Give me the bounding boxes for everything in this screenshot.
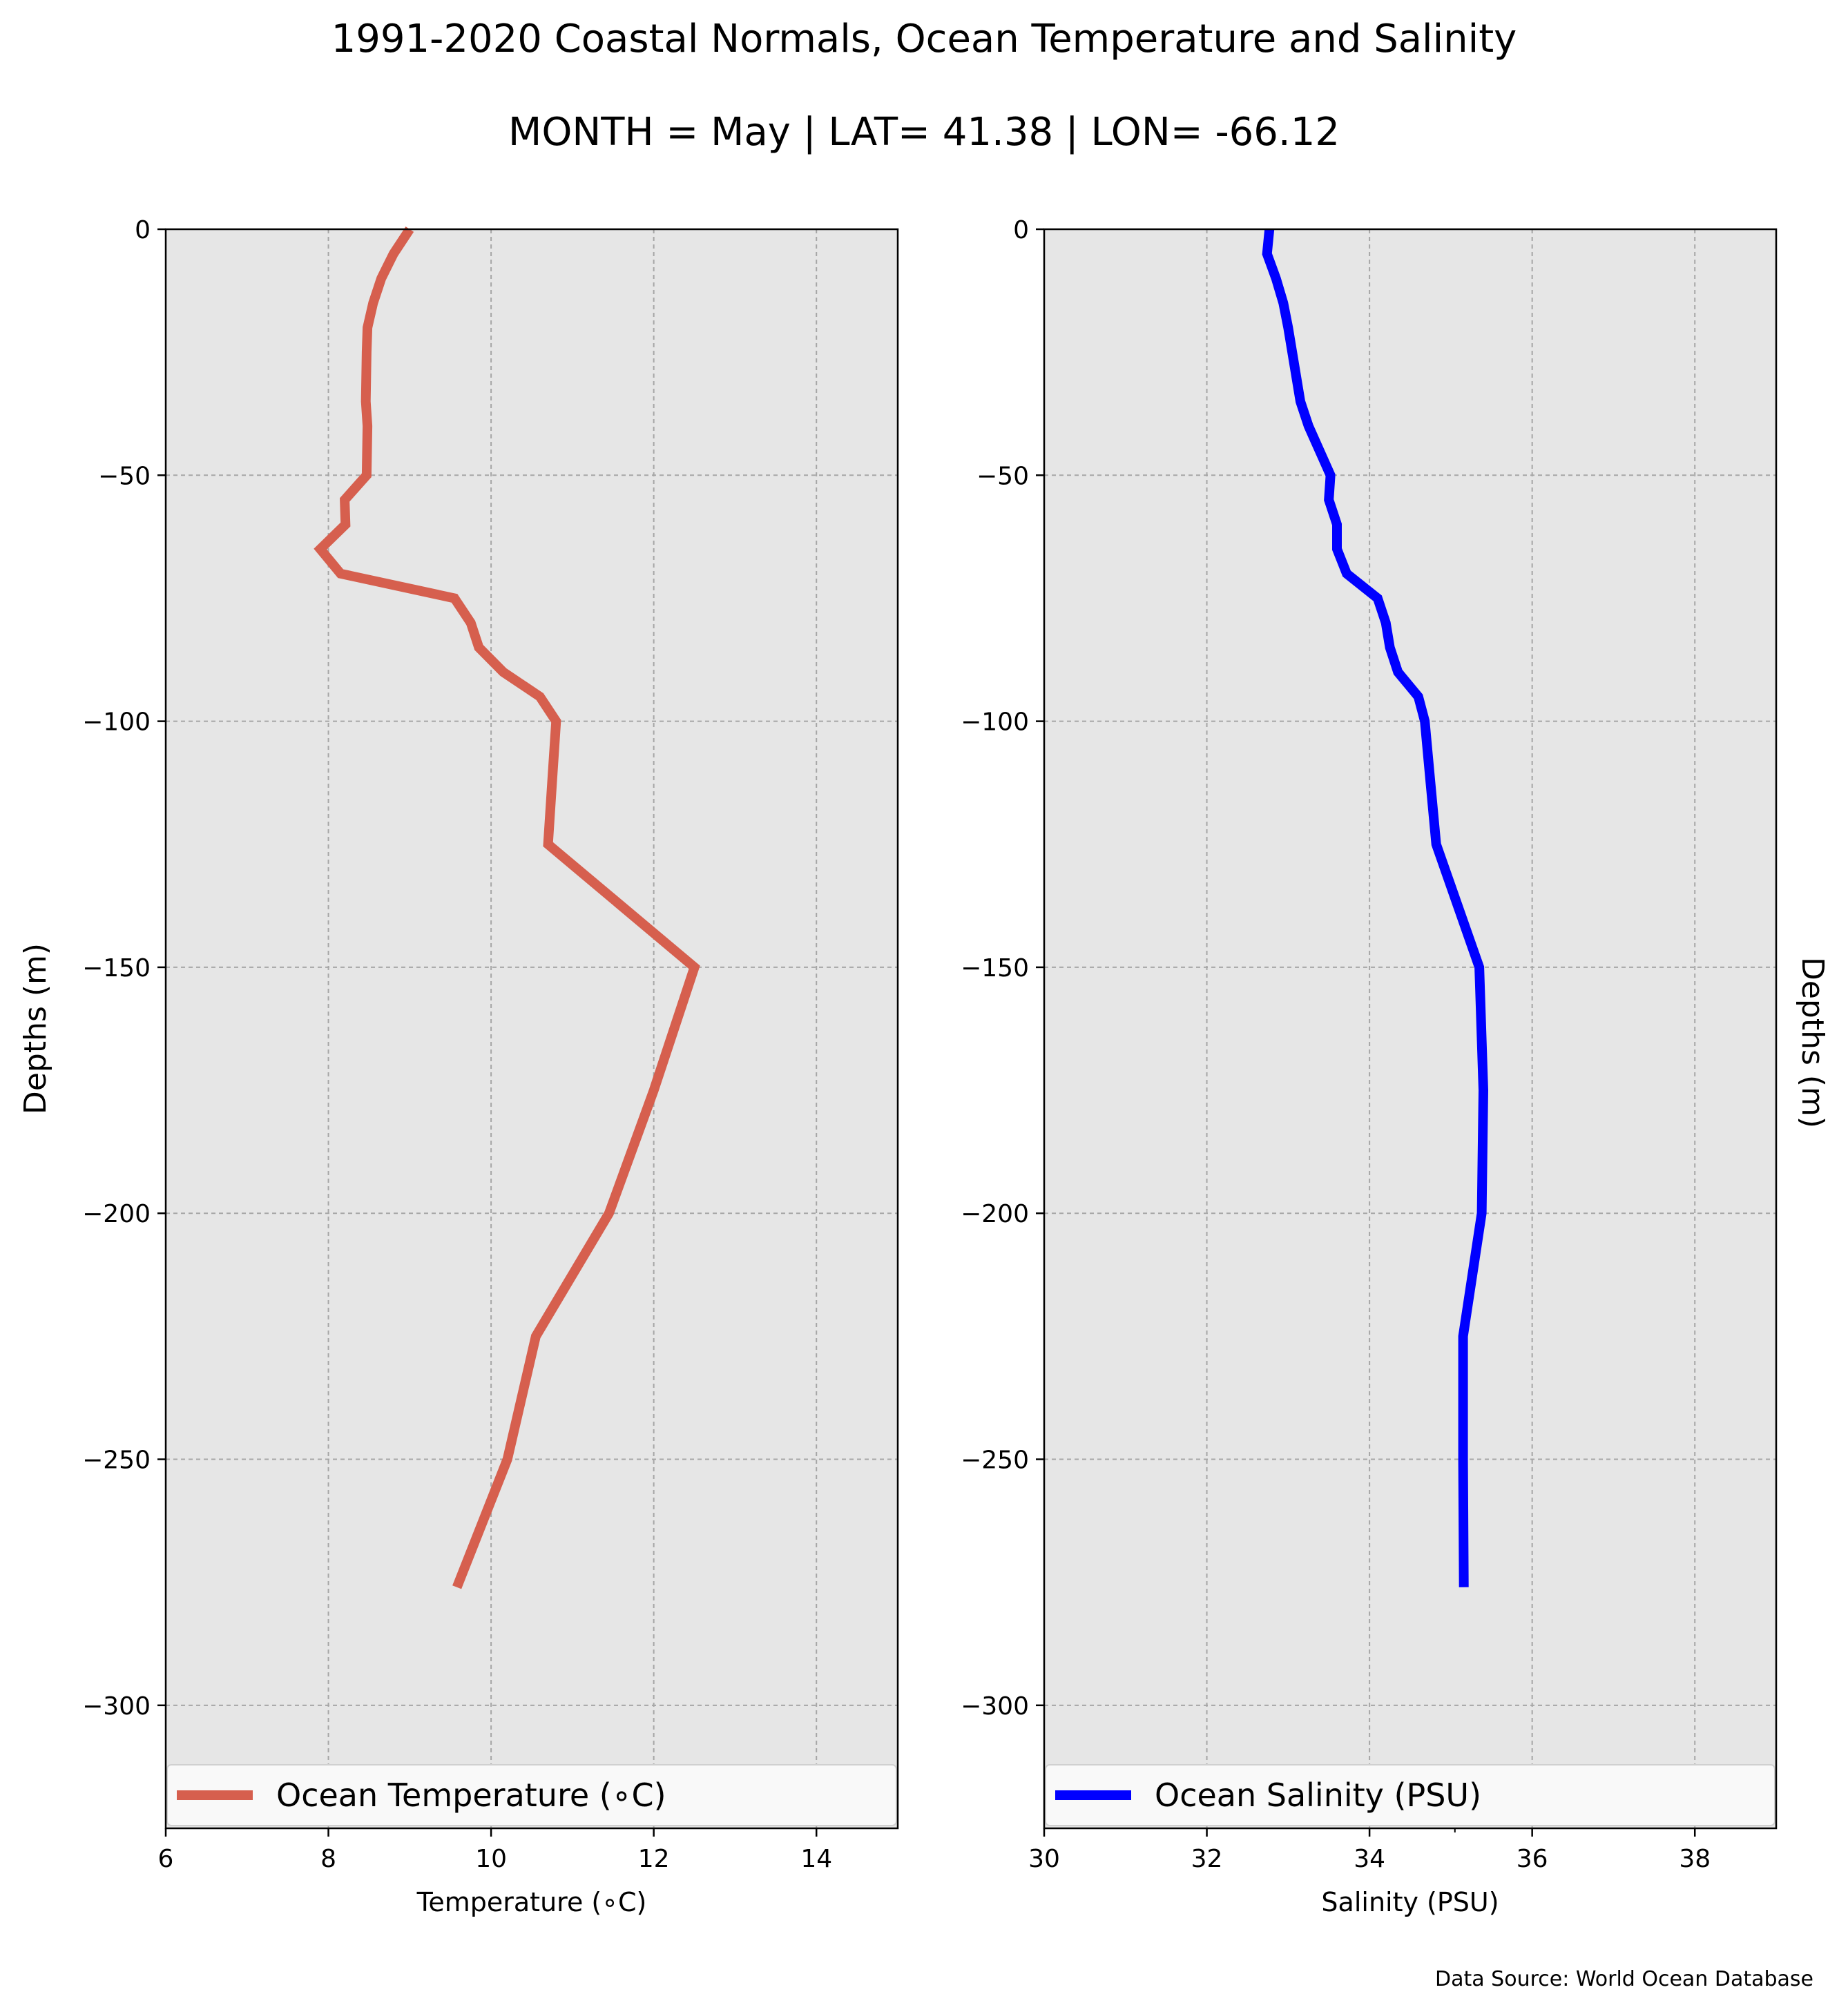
temperature-profile-line xyxy=(314,226,700,1589)
axes-frame xyxy=(1043,228,1778,1830)
plot-area xyxy=(166,229,898,1828)
legend-label: Ocean Temperature (∘C) xyxy=(276,1777,666,1814)
legend-box xyxy=(166,1764,897,1826)
right-ylabel: Depths (m) xyxy=(1795,957,1830,1128)
legend-box xyxy=(1045,1764,1775,1826)
y-tick-label: −150 xyxy=(82,954,151,983)
y-tick-label: −100 xyxy=(82,708,151,737)
salinity-profile-line xyxy=(1262,229,1489,1587)
figure-subtitle: MONTH = May | LAT= 41.38 | LON= -66.12 xyxy=(508,110,1340,155)
x-tick-label: 8 xyxy=(320,1845,336,1873)
y-tick-label: −50 xyxy=(98,462,151,490)
y-tick-label: −200 xyxy=(82,1200,151,1228)
y-tick-label: −50 xyxy=(976,462,1029,490)
x-tick-label: 32 xyxy=(1191,1845,1223,1873)
y-tick-label: −250 xyxy=(82,1446,151,1475)
legend-label: Ocean Salinity (PSU) xyxy=(1155,1777,1481,1814)
figure-title: 1991-2020 Coastal Normals, Ocean Tempera… xyxy=(331,17,1517,61)
left-ylabel: Depths (m) xyxy=(18,943,53,1114)
x-tick-label: 12 xyxy=(638,1845,670,1873)
temperature-chart: Ocean Temperature (∘C) 0 −50 −100 −150 −200 −2… xyxy=(18,216,899,1917)
x-tick-label: 30 xyxy=(1028,1845,1060,1873)
y-tick-label: −100 xyxy=(961,708,1029,737)
y-tick-label: −150 xyxy=(961,954,1029,983)
y-tick-label: −250 xyxy=(961,1446,1029,1475)
axes-frame xyxy=(164,228,899,1830)
x-axis-label: Temperature (∘C) xyxy=(416,1887,647,1917)
salinity-chart: Ocean Salinity (PSU) 0 −50 −100 −150 −200 −250… xyxy=(961,216,1778,1917)
data-source-note: Data Source: World Ocean Database xyxy=(1435,1967,1813,1991)
y-tick-label: −200 xyxy=(961,1200,1029,1228)
x-axis-label: Salinity (PSU) xyxy=(1321,1887,1499,1917)
x-tick-label: 34 xyxy=(1354,1845,1385,1873)
y-tick-label: −300 xyxy=(961,1692,1029,1721)
y-tick-label: 0 xyxy=(135,216,151,244)
x-tick-label: 36 xyxy=(1517,1845,1548,1873)
x-tick-label: 6 xyxy=(158,1845,174,1873)
y-tick-label: 0 xyxy=(1013,216,1029,244)
x-tick-label: 10 xyxy=(475,1845,507,1873)
x-tick-label: 14 xyxy=(800,1845,832,1873)
y-tick-label: −300 xyxy=(82,1692,151,1721)
x-tick-label: 38 xyxy=(1679,1845,1711,1873)
plot-area xyxy=(1044,229,1776,1828)
